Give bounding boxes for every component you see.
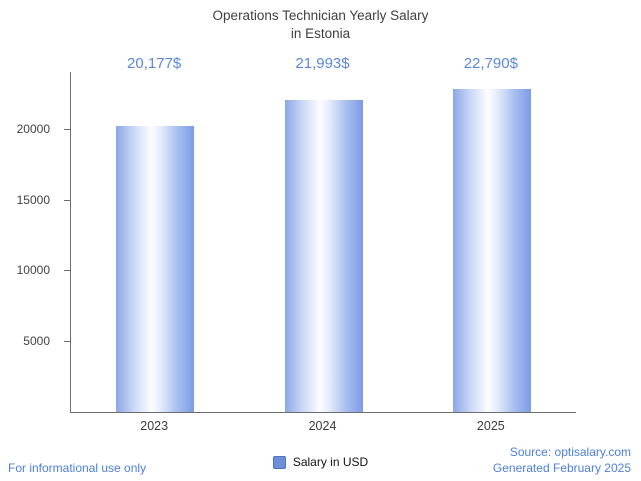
y-tick-mark [64,128,71,130]
x-tick-label: 2025 [476,419,505,433]
y-axis-labels: 5000 10000 15000 20000 [0,72,62,412]
y-tick-label: 5000 [23,334,50,349]
y-tick-label: 10000 [16,263,50,278]
chart-title-line2: in Estonia [290,26,351,42]
bar-2023 [116,126,195,412]
y-tick-label: 20000 [16,121,50,136]
legend-label: Salary in USD [292,455,369,469]
y-tick-mark [64,341,71,343]
bar-value-label: 20,177$ [127,55,182,72]
chart-legend: Salary in USD [0,455,641,469]
chart-title-line1: Operations Technician Yearly Salary [212,8,429,23]
y-tick-label: 15000 [16,192,50,207]
bar-value-label: 21,993$ [295,55,350,72]
bar-2025 [452,89,531,412]
legend-swatch-icon [272,455,286,469]
disclaimer-text: For informational use only [8,461,147,475]
bar-2024 [284,100,363,412]
generated-text: Generated February 2025 [492,461,631,476]
chart-title: Operations Technician Yearly Salary in E… [0,7,641,43]
y-tick-mark [64,270,71,272]
source-text: Source: optisalary.com [509,445,631,460]
bar-value-label: 22,790$ [463,55,518,72]
x-axis-labels: 2023 2024 2025 [70,419,575,437]
attribution-text: Source: optisalary.com Generated Februar… [493,445,631,477]
y-tick-mark [64,199,71,201]
bar-value-labels: 20,177$ 21,993$ 22,790$ [70,55,575,77]
x-tick-label: 2024 [308,419,337,433]
plot-area [64,72,576,413]
x-tick-label: 2023 [140,419,169,433]
